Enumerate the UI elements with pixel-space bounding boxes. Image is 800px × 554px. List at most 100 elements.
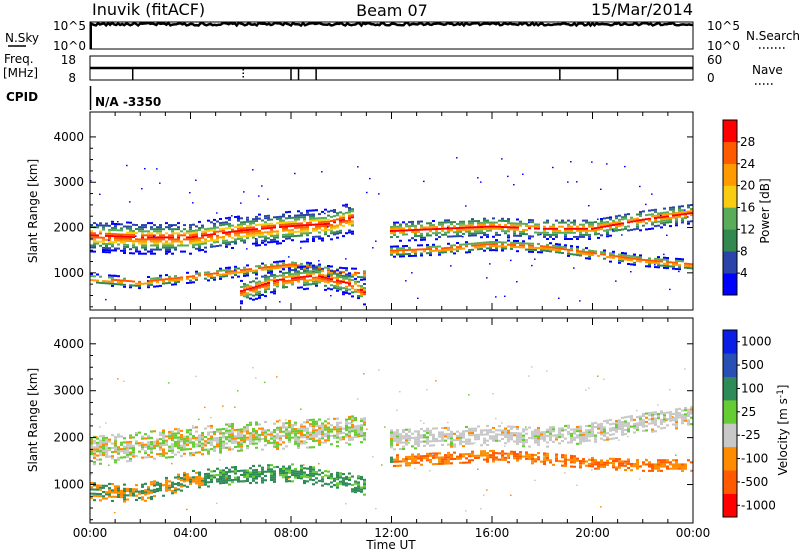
power-cell-62 [105,249,108,252]
power-cell-523 [210,235,213,238]
velocity-cell-1820 [561,427,564,430]
velocity-cell-2018 [621,427,624,430]
velocity-cell-1475 [450,455,453,458]
power-cell-369 [171,246,174,249]
velocity-cell-1359 [417,461,420,464]
power-cell-2209 [621,216,624,219]
velocity-cell-1920 [591,469,593,471]
power-cell-930 [282,235,285,238]
velocity-cell-499 [198,434,201,437]
velocity-cell-2140 [660,459,663,462]
velocity-cell-816 [267,439,270,442]
velocity-cell-360 [171,485,174,488]
velocity-cell-1882 [582,458,585,461]
power-cell-1991 [555,229,558,232]
velocity-cell-44 [96,436,98,438]
velocity-cell-598 [222,481,225,484]
velocity-cell-1704 [522,430,525,433]
power-cell-2290 [648,209,651,212]
power-cell-1835 [507,239,510,242]
power-cell-1248 [327,220,330,223]
velocity-cell-2190 [675,423,678,426]
power-cell-1943 [540,233,542,236]
power-cell-912 [279,264,282,267]
velocity-cell-801 [264,470,267,473]
velocity-cell-859 [276,376,278,378]
power-cell-2002 [558,221,561,224]
velocity-cell-1806 [558,442,561,445]
velocity-cell-2125 [657,469,660,472]
power-cell-1265 [330,226,333,229]
power-cell-1122 [309,262,312,265]
power-cell-1366 [345,277,348,280]
velocity-cell-1444 [441,439,444,442]
power-cell-238 [144,252,147,255]
velocity-cell-595 [219,430,222,433]
power-cell-2151 [606,233,609,236]
power-cell-1927 [534,225,537,228]
velocity-cell-1246 [363,485,366,488]
power-cell-724 [252,271,255,274]
power-cell-161 [126,246,129,248]
power-cell-611 [231,240,234,243]
power-cell-30 [96,242,99,245]
velocity-cell-2089 [645,429,648,432]
velocity-cell-1924 [594,459,597,462]
velocity-cell-1537 [468,394,470,396]
power-cell-1003 [291,279,294,282]
velocity-cell-1423 [435,454,438,457]
power-cell-1375 [348,219,351,222]
power-cell-1793 [492,221,495,224]
velocity-cell-1646 [504,445,506,447]
power-cell-1110 [306,287,309,290]
velocity-cell-1421 [435,463,438,466]
power-cell-261 [147,222,150,225]
power-cell-197 [132,230,135,232]
power-cell-711 [249,232,252,235]
velocity-cell-314 [159,442,162,445]
velocity-cell-1029 [312,435,315,438]
power-cell-69 [105,224,108,227]
power-cell-306 [156,230,159,233]
velocity-cell-1861 [576,436,579,439]
power-cell-2098 [588,238,591,240]
velocity-cell-1235 [360,441,363,444]
velocity-cell-197 [129,445,132,448]
power-cell-2318 [657,224,660,227]
power-cell-2297 [651,213,654,216]
velocity-cell-76 [102,437,105,440]
power-cell-111 [114,239,117,242]
power-cell-778 [258,213,261,216]
power-cell-973 [288,231,291,234]
velocity-cell-1010 [309,465,312,468]
power-cell-1548 [420,248,423,251]
power-cell-692 [246,235,249,238]
power-cell-301 [156,242,159,245]
power-cell-2174 [612,230,615,233]
power-cell-102 [111,227,114,229]
power-cell-1830 [504,226,507,229]
power-cell-661 [240,290,243,293]
power-cell-1672 [459,231,462,233]
noise-tick-right-bottom: 10^0 [707,39,740,53]
velocity-cell-882 [282,426,285,429]
noise-trace [89,20,693,49]
power-cell-28 [96,279,99,282]
velocity-cell-1437 [438,431,441,434]
power-cell-989 [291,265,294,268]
power-cell-1247 [327,222,330,225]
velocity-cell-1510 [462,453,465,456]
velocity-cell-2119 [654,423,657,426]
velocity-cell-3 [90,486,93,489]
velocity-cell-1266 [390,458,393,461]
velocity-cell-1715 [528,457,531,460]
power-cell-1876 [516,281,518,283]
velocity-cell-1906 [588,424,591,427]
power-cell-1415 [357,276,360,278]
power-cell-993 [291,235,294,238]
velocity-cell-513 [201,432,204,435]
velocity-cell-2085 [642,415,645,418]
velocity-cell-1094 [327,437,330,440]
velocity-cell-1875 [579,434,582,437]
power-cell-470 [195,229,198,232]
